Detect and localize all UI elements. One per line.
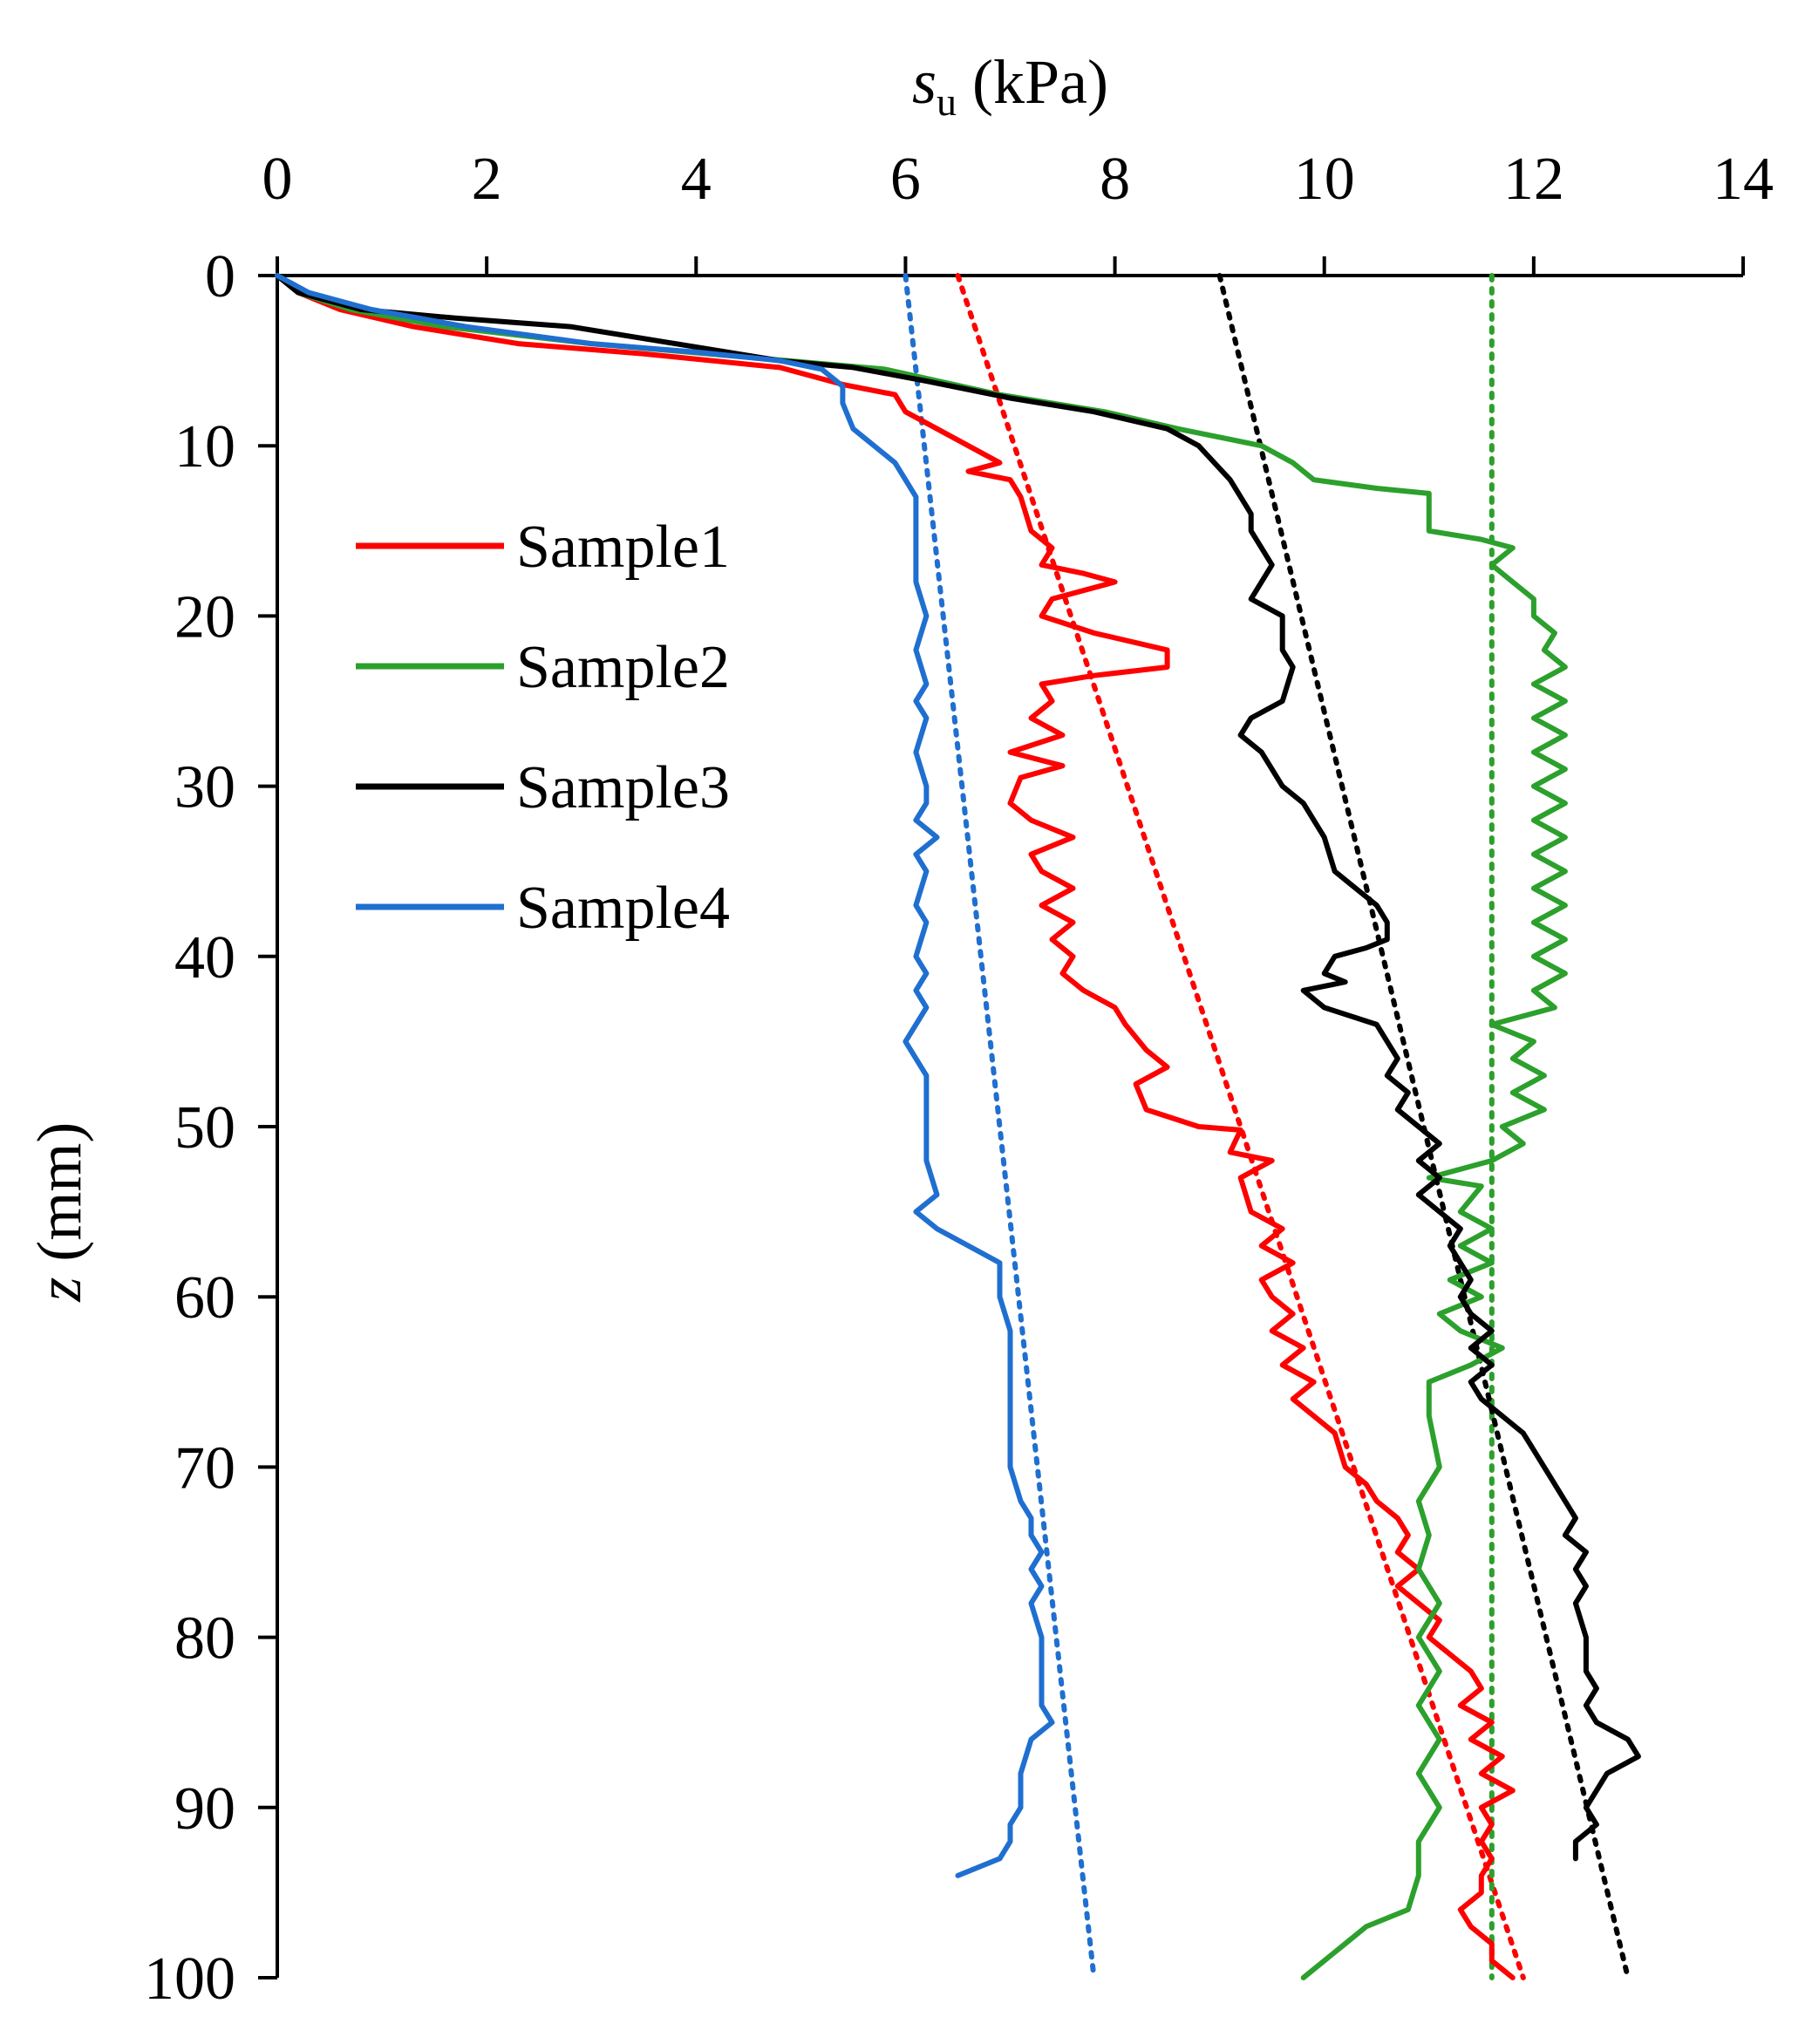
x-tick-label: 14 xyxy=(1713,146,1774,213)
y-tick-label: 50 xyxy=(174,1094,235,1162)
x-tick-label: 4 xyxy=(681,146,712,213)
x-axis-var: s xyxy=(912,47,937,117)
legend-label-sample1: Sample1 xyxy=(516,514,730,581)
y-tick-label: 0 xyxy=(205,243,235,310)
x-tick-label: 12 xyxy=(1503,146,1564,213)
trendlines-layer xyxy=(903,273,1631,1980)
x-tick-label: 8 xyxy=(1100,146,1130,213)
x-axis-unit: (kPa) xyxy=(957,47,1108,117)
x-axis-sub: u xyxy=(937,79,957,124)
trendline-sample4 xyxy=(903,273,1097,1980)
y-tick-label: 70 xyxy=(174,1434,235,1502)
series-line-sample3 xyxy=(275,273,1641,1862)
series-line-sample1 xyxy=(275,273,1516,1980)
series-line-sample4 xyxy=(275,273,1055,1878)
axes-layer: 0 2 4 6 8 10 12 14 0 10 20 30 40 50 60 70 80 90 100 xyxy=(144,146,1774,2013)
y-tick-label: 60 xyxy=(174,1264,235,1332)
y-tick-label: 90 xyxy=(174,1775,235,1843)
x-axis-title: su (kPa) xyxy=(912,47,1108,124)
y-tick-label: 100 xyxy=(144,1945,235,2013)
x-tick-label: 0 xyxy=(262,146,293,213)
legend: Sample1 Sample2 Sample3 Sample4 xyxy=(356,514,730,942)
trendline-sample3 xyxy=(1216,273,1631,1980)
x-tick-label: 2 xyxy=(472,146,502,213)
y-tick-label: 20 xyxy=(174,583,235,651)
trendline-sample1 xyxy=(955,273,1526,1980)
series-layer xyxy=(275,273,1641,1980)
series-line-sample2 xyxy=(275,273,1568,1980)
y-tick-label: 30 xyxy=(174,754,235,821)
y-tick-label: 10 xyxy=(174,413,235,480)
y-tick-label: 40 xyxy=(174,924,235,991)
legend-label-sample3: Sample3 xyxy=(516,754,730,821)
y-axis-title: z (mm) xyxy=(24,1122,94,1303)
y-axis-var: z xyxy=(24,1278,94,1303)
y-tick-label: 80 xyxy=(174,1605,235,1673)
x-tick-label: 10 xyxy=(1294,146,1355,213)
legend-label-sample2: Sample2 xyxy=(516,634,730,701)
x-tick-label: 6 xyxy=(890,146,921,213)
legend-label-sample4: Sample4 xyxy=(516,875,730,942)
y-axis-unit: (mm) xyxy=(24,1122,94,1278)
